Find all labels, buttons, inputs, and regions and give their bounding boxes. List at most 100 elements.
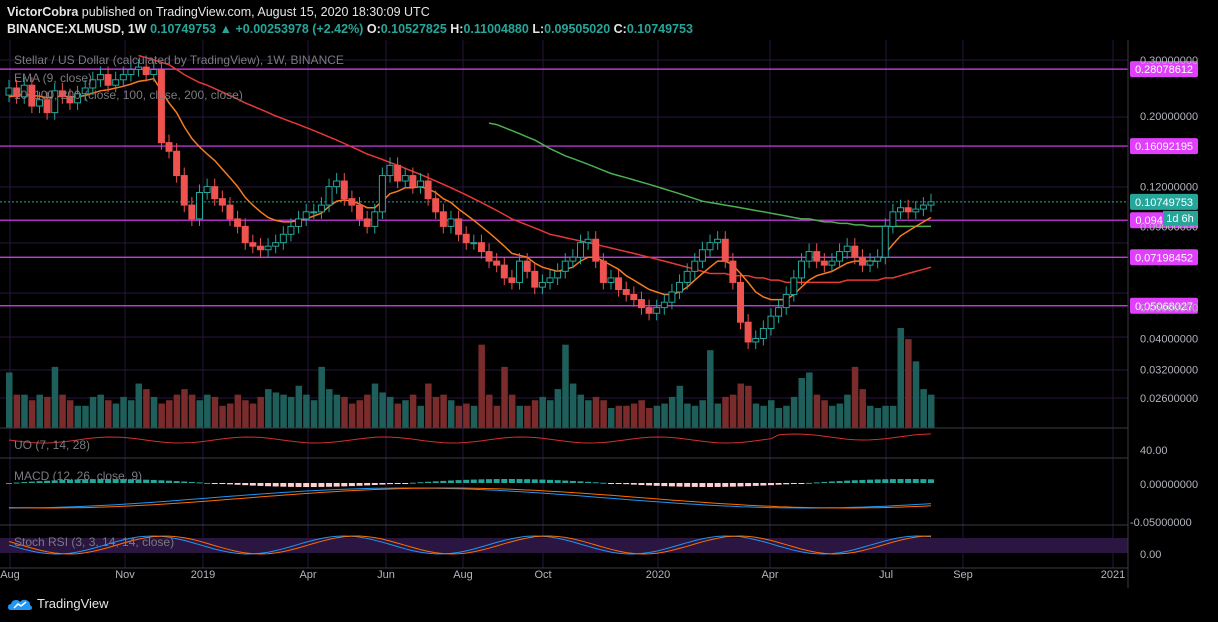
macd-histogram-bar — [97, 479, 104, 483]
macd-histogram-bar — [783, 483, 790, 485]
candle — [592, 231, 600, 269]
macd-histogram-bar — [211, 483, 218, 484]
volume-bars — [6, 328, 935, 428]
candle — [660, 294, 668, 315]
macd-line — [9, 487, 932, 509]
volume-bar — [173, 394, 181, 428]
candle-body — [256, 245, 264, 251]
candle-body — [866, 260, 874, 266]
candle-body — [767, 315, 775, 329]
stoch-legend[interactable]: Stoch RSI (3, 3, 14, 14, close) — [14, 535, 174, 549]
candle-body — [714, 238, 722, 244]
candle-body — [424, 180, 432, 200]
candle-body — [13, 87, 21, 98]
ema-legend[interactable]: EMA (9, close) — [14, 71, 92, 85]
candle-body — [554, 270, 562, 279]
volume-bar — [318, 366, 325, 428]
ma-legend[interactable]: 10, 100, 200 (close, 100, close, 200, cl… — [14, 88, 243, 102]
candles — [5, 59, 935, 350]
macd-legend[interactable]: MACD (12, 26, close, 9) — [14, 469, 142, 483]
time-tick-label: Jul — [879, 569, 893, 581]
macd-histogram-bar — [13, 482, 20, 484]
level-tag — [1130, 249, 1198, 266]
volume-bar — [646, 408, 653, 428]
price-axis[interactable]: 0.280786120.160921950.094130110.07198452… — [1127, 40, 1198, 588]
volume-bar — [150, 396, 158, 428]
tradingview-logo[interactable]: TradingView — [8, 596, 109, 611]
candle-body — [797, 260, 805, 279]
candle — [272, 234, 280, 254]
macd-histogram-bar — [371, 483, 378, 485]
time-axis[interactable]: Aug Nov 2019 Apr Jun Aug Oct 2020 Apr Jul Sep 2021 — [0, 567, 1128, 581]
volume-bar — [661, 403, 668, 428]
price-chart[interactable]: 40.00 0.00000000 -0.05000000 0.00 0.2807861… — [0, 40, 1218, 588]
candle-body — [340, 180, 348, 200]
macd-histogram-bar — [524, 479, 531, 483]
candle-body — [615, 277, 623, 291]
volume-bar — [851, 366, 859, 428]
macd-histogram-bar — [569, 480, 576, 483]
candle-body — [782, 293, 790, 309]
macd-histogram-bar — [798, 483, 805, 484]
candle — [500, 257, 508, 285]
time-tick-label: Nov — [115, 569, 135, 581]
candle-body — [820, 260, 828, 266]
candle-body — [470, 242, 478, 245]
candle-body — [416, 180, 424, 188]
macd-histogram-bar — [851, 480, 858, 483]
volume-bar — [531, 400, 539, 428]
candle-body — [104, 74, 112, 86]
candle-body — [310, 211, 318, 214]
candle-body — [790, 277, 798, 295]
candle — [356, 197, 364, 227]
candle-body — [51, 90, 59, 114]
macd-tick-label: 0.00000000 — [1140, 479, 1198, 491]
macd-histogram-bar — [714, 483, 721, 487]
candle-body — [386, 164, 394, 177]
candle — [828, 253, 836, 273]
candle-body — [904, 207, 912, 213]
candle-body — [317, 204, 325, 213]
macd-histogram-bar — [585, 481, 592, 483]
candle-body — [325, 186, 333, 206]
volume-bar — [767, 400, 775, 428]
candle — [691, 253, 699, 279]
macd-histogram-bar — [242, 483, 249, 486]
level-tag — [1130, 61, 1198, 78]
volume-bar — [204, 394, 211, 428]
candle-body — [81, 87, 89, 95]
candle — [546, 269, 554, 290]
uo-line — [8, 433, 932, 444]
candle-body — [447, 218, 455, 227]
candle-body — [394, 164, 402, 182]
author-name[interactable]: VictorCobra — [7, 5, 79, 19]
candle — [676, 274, 684, 300]
volume-bar — [653, 405, 661, 428]
macd-histogram-bar — [463, 479, 470, 483]
signal-line — [8, 487, 932, 509]
volume-bar — [722, 396, 729, 428]
uo-legend[interactable]: UO (7, 14, 28) — [14, 438, 90, 452]
candle-body — [249, 242, 257, 247]
candle — [104, 66, 112, 93]
macd-histogram-bar — [646, 483, 653, 486]
open-value: 0.10527825 — [380, 22, 447, 36]
volume-bar — [745, 385, 752, 428]
candle — [447, 210, 455, 234]
candle-body — [752, 337, 760, 343]
macd-histogram-bar — [409, 482, 416, 484]
candle — [35, 91, 43, 114]
candle — [531, 263, 539, 295]
macd-histogram-bar — [364, 483, 371, 486]
volume-bar — [874, 408, 882, 428]
candle-body — [135, 66, 143, 71]
brand-label: TradingView — [37, 596, 109, 611]
volume-bar — [600, 400, 607, 428]
time-tick-label: Aug — [453, 569, 473, 581]
macd-histogram-bar — [447, 480, 454, 483]
macd-histogram-bar — [554, 480, 561, 483]
uo-tick-label: 40.00 — [1140, 445, 1168, 457]
time-tick-label: Jun — [377, 569, 395, 581]
candle — [310, 203, 318, 219]
macd-histogram-bar — [280, 483, 287, 487]
